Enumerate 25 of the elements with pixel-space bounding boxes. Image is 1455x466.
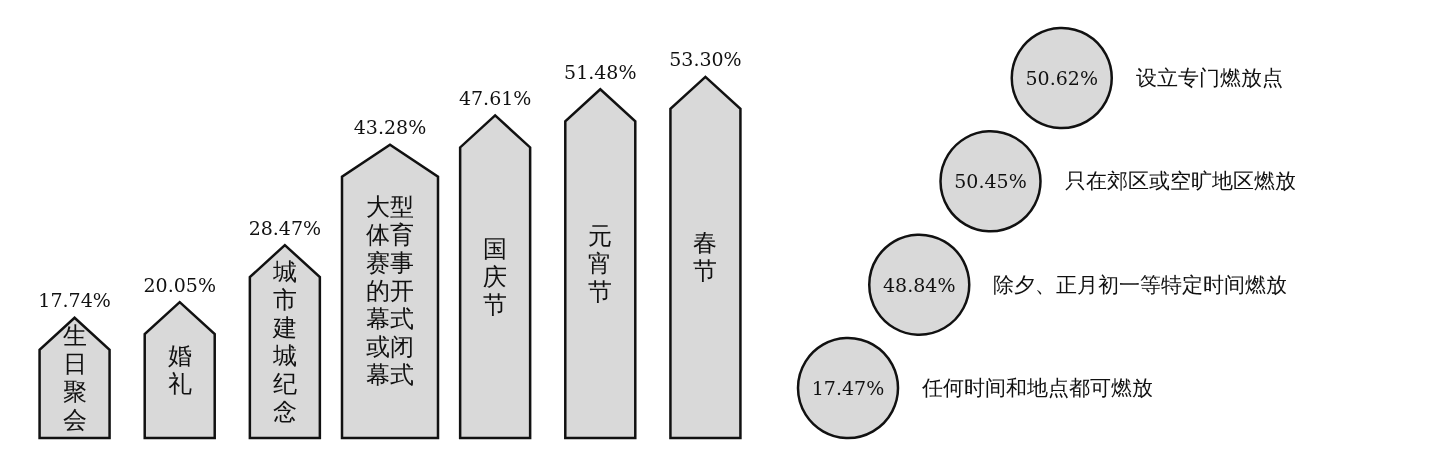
bar (564, 87, 637, 440)
data-label: 20.05% (143, 273, 216, 296)
data-label: 53.30% (669, 48, 742, 71)
data-label: 51.48% (564, 60, 637, 83)
data-label: 47.61% (458, 86, 532, 109)
data-label: 50.45% (954, 170, 1027, 193)
data-label: 50.62% (1025, 67, 1098, 89)
category-label: 除夕、正月初一等特定时间燃放 (993, 272, 1288, 297)
x-tick-label: 春节 (693, 229, 718, 286)
data-label: 43.28% (353, 116, 427, 139)
category-label: 只在郊区或空旷地区燃放 (1064, 169, 1296, 194)
bar (669, 75, 742, 440)
x-tick-label: 城市建城纪念 (271, 257, 297, 426)
bar (458, 114, 532, 440)
x-tick-label: 婚礼 (167, 342, 192, 399)
x-tick-label: 生日聚会 (62, 321, 87, 434)
category-label: 设立专门燃放点 (1135, 66, 1283, 90)
x-tick-label: 大型体育赛事的开幕式或闭幕式 (366, 193, 414, 390)
x-tick-label: 元宵节 (588, 221, 613, 306)
data-label: 17.47% (811, 377, 885, 399)
data-label: 48.84% (883, 273, 956, 296)
category-label: 任何时间和地点都可燃放 (921, 376, 1153, 400)
data-label: 28.47% (248, 216, 322, 239)
data-label: 17.74% (38, 289, 111, 312)
x-tick-label: 国庆节 (483, 234, 508, 319)
